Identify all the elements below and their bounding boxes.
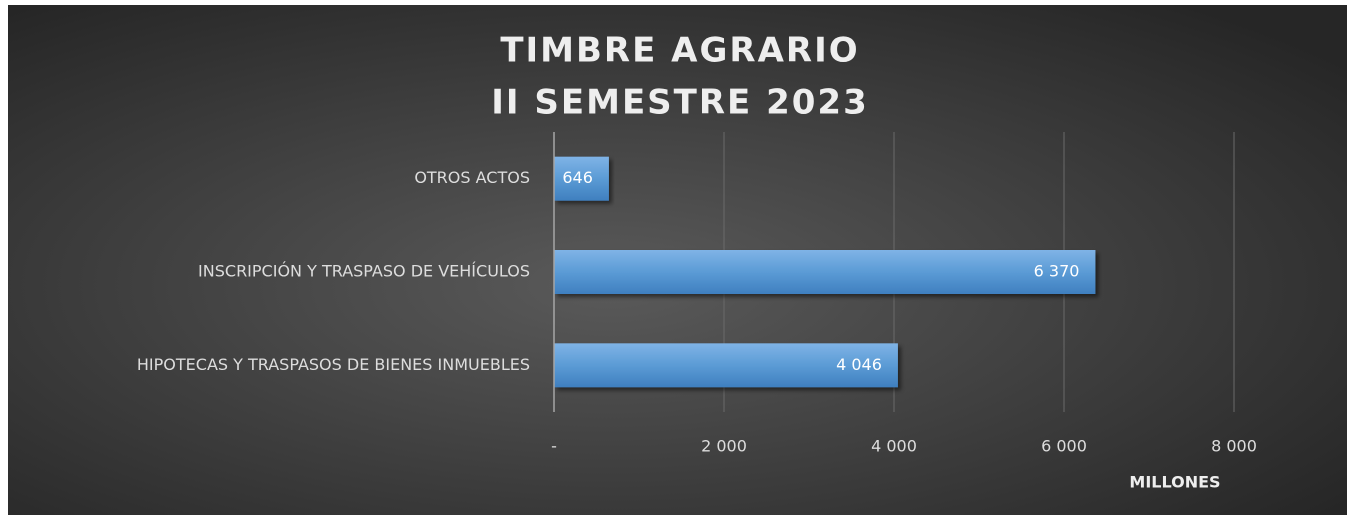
x-tick-label: 8 000 bbox=[1211, 437, 1257, 456]
x-tick-label: 4 000 bbox=[871, 437, 917, 456]
x-tick-label: 6 000 bbox=[1041, 437, 1087, 456]
data-label: 4 046 bbox=[836, 355, 882, 374]
y-tick-label: HIPOTECAS Y TRASPASOS DE BIENES INMUEBLE… bbox=[137, 355, 530, 374]
chart-title: II SEMESTRE 2023 bbox=[491, 83, 868, 123]
data-label: 646 bbox=[562, 168, 593, 187]
x-axis-label: MILLONES bbox=[1129, 473, 1220, 492]
y-tick-label: INSCRIPCIÓN Y TRASPASO DE VEHÍCULOS bbox=[198, 262, 530, 281]
chart-title: TIMBRE AGRARIO bbox=[500, 31, 859, 71]
bar bbox=[554, 250, 1096, 294]
y-tick-label: OTROS ACTOS bbox=[414, 168, 530, 187]
bar bbox=[554, 343, 898, 388]
data-label: 6 370 bbox=[1034, 262, 1080, 281]
bar bbox=[554, 156, 609, 201]
x-tick-label: - bbox=[551, 437, 557, 456]
x-tick-label: 2 000 bbox=[701, 437, 747, 456]
